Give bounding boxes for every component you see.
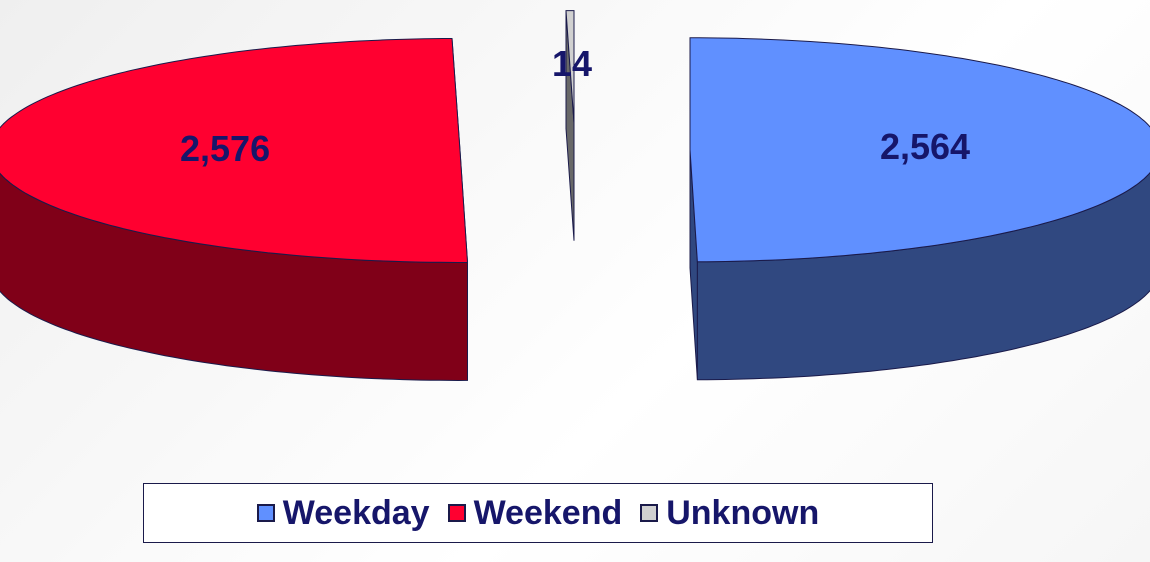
legend-item: Unknown bbox=[640, 494, 819, 533]
data-label: 14 bbox=[552, 43, 592, 84]
slice-top bbox=[0, 38, 469, 264]
legend-swatch bbox=[256, 504, 275, 522]
legend-label: Weekday bbox=[282, 493, 430, 532]
data-label: 2,576 bbox=[180, 128, 270, 169]
chart: 2,564 2,576 14 bbox=[0, 10, 1150, 382]
legend-label: Unknown bbox=[666, 493, 820, 532]
legend-swatch bbox=[640, 504, 659, 522]
slice-top bbox=[689, 37, 1150, 263]
legend-item: Weekend bbox=[447, 493, 623, 533]
legend-item: Weekday bbox=[256, 493, 430, 533]
legend-swatch bbox=[447, 504, 466, 522]
legend: Weekday Weekend Unknown bbox=[143, 483, 933, 543]
pie-slice bbox=[689, 37, 1150, 381]
pie-slice bbox=[0, 38, 469, 382]
pie-slice bbox=[565, 10, 575, 241]
legend-label: Weekend bbox=[473, 493, 623, 532]
slice-top bbox=[565, 10, 575, 123]
data-label: 2,564 bbox=[880, 126, 970, 167]
